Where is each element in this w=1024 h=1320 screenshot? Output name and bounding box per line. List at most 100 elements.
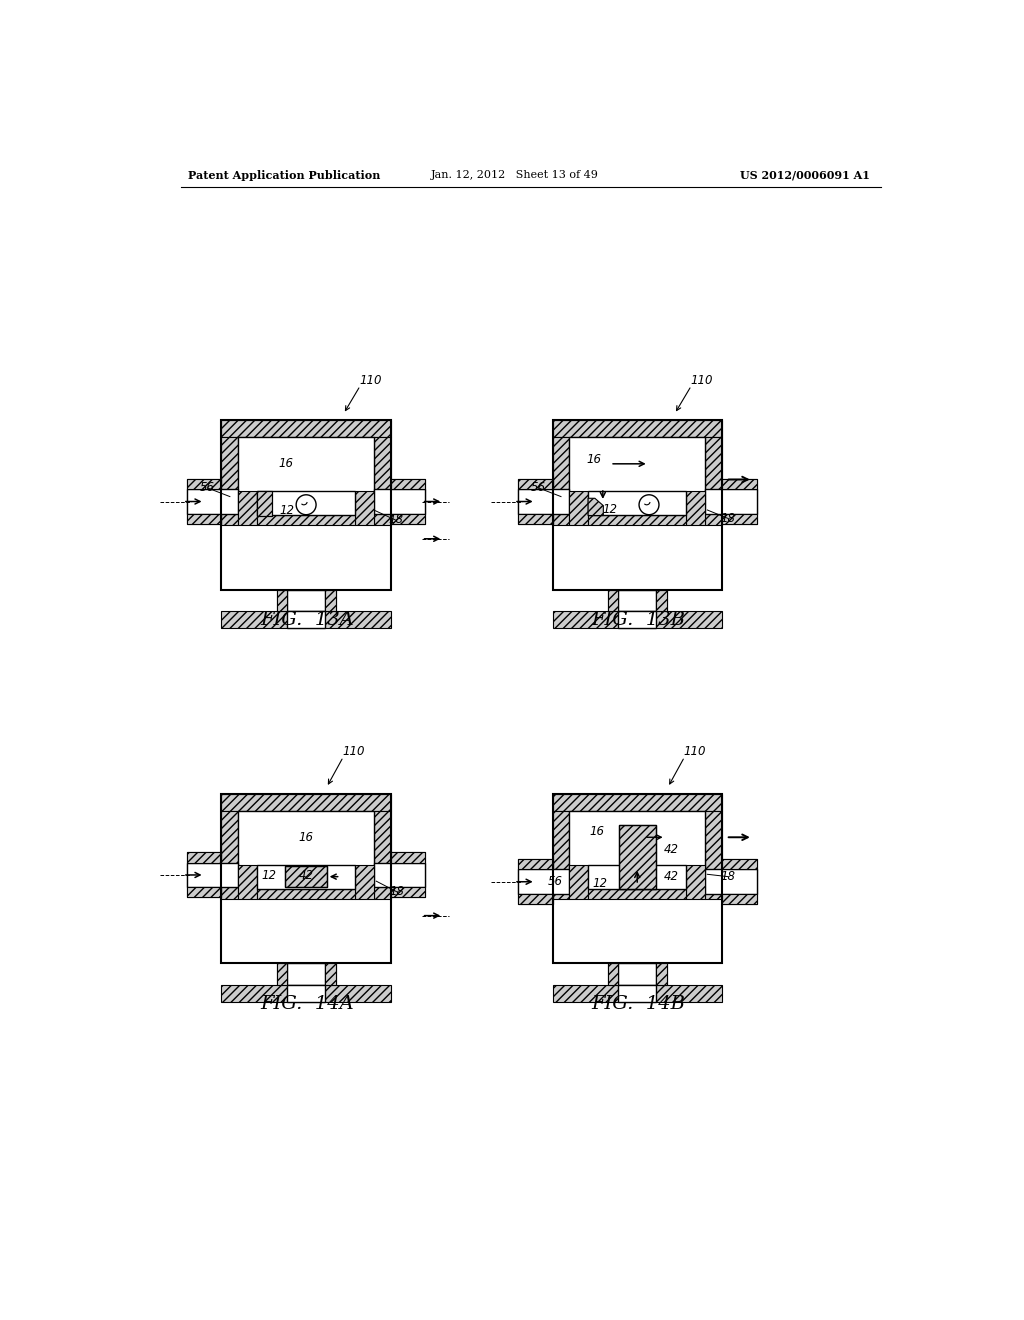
Text: 12: 12 — [602, 503, 617, 516]
Bar — [553, 420, 722, 437]
Bar — [326, 590, 336, 611]
Text: FIG.  13B: FIG. 13B — [592, 611, 686, 630]
Bar — [239, 437, 374, 496]
Bar — [276, 964, 287, 985]
Bar — [588, 491, 686, 515]
Bar — [276, 590, 336, 611]
Text: 42: 42 — [664, 870, 679, 883]
Bar — [588, 515, 686, 525]
Bar — [186, 513, 221, 524]
Bar — [518, 859, 553, 870]
Text: 110: 110 — [342, 744, 365, 758]
Bar — [705, 437, 722, 525]
Bar — [553, 985, 722, 1002]
Text: 18: 18 — [721, 512, 735, 525]
Bar — [569, 810, 705, 870]
Text: 110: 110 — [690, 374, 713, 387]
Bar — [608, 590, 617, 611]
Bar — [186, 479, 221, 490]
Bar — [391, 513, 425, 524]
Bar — [355, 491, 374, 525]
Bar — [257, 888, 355, 899]
Bar — [569, 865, 588, 899]
Text: 16: 16 — [587, 453, 601, 466]
Text: US 2012/0006091 A1: US 2012/0006091 A1 — [740, 170, 869, 181]
Bar — [221, 793, 391, 810]
Bar — [186, 490, 239, 513]
Bar — [722, 859, 757, 870]
Text: 56: 56 — [531, 482, 546, 495]
Bar — [186, 887, 221, 898]
Bar — [722, 894, 757, 904]
Bar — [221, 437, 239, 525]
Bar — [276, 964, 336, 985]
Bar — [705, 490, 757, 513]
Bar — [286, 866, 327, 887]
Bar — [186, 863, 239, 887]
Bar — [391, 479, 425, 524]
Bar — [553, 793, 722, 964]
Text: 16: 16 — [299, 830, 313, 843]
Text: FIG.  14B: FIG. 14B — [592, 995, 686, 1012]
Bar — [257, 515, 355, 525]
Bar — [656, 590, 667, 611]
Text: 18: 18 — [388, 513, 402, 527]
Bar — [391, 887, 425, 898]
Bar — [374, 810, 391, 899]
Bar — [287, 964, 326, 985]
Bar — [722, 859, 757, 904]
Bar — [518, 513, 553, 524]
Bar — [705, 810, 722, 899]
Bar — [569, 491, 588, 525]
Bar — [374, 437, 391, 525]
Text: 16: 16 — [589, 825, 604, 838]
Bar — [391, 853, 425, 863]
Polygon shape — [588, 498, 603, 516]
Text: Jan. 12, 2012   Sheet 13 of 49: Jan. 12, 2012 Sheet 13 of 49 — [431, 170, 599, 181]
Bar — [686, 491, 705, 525]
Text: 12: 12 — [261, 869, 276, 882]
Bar — [257, 491, 272, 516]
Bar — [686, 865, 705, 899]
Text: Patent Application Publication: Patent Application Publication — [188, 170, 381, 181]
Text: 42: 42 — [299, 869, 313, 882]
Bar — [608, 964, 617, 985]
Bar — [553, 793, 722, 810]
Bar — [618, 825, 656, 888]
Bar — [287, 985, 326, 1002]
Text: 12: 12 — [279, 504, 294, 517]
Text: 56: 56 — [200, 482, 215, 495]
Text: 18: 18 — [721, 870, 735, 883]
Bar — [656, 964, 667, 985]
Bar — [239, 810, 374, 870]
Bar — [326, 964, 336, 985]
Text: 16: 16 — [279, 457, 293, 470]
Bar — [239, 491, 257, 525]
Bar — [618, 825, 656, 888]
Bar — [588, 888, 686, 899]
Bar — [553, 810, 569, 899]
Bar — [617, 985, 656, 1002]
Bar — [617, 611, 656, 628]
Bar — [553, 611, 722, 628]
Bar — [186, 479, 221, 524]
Bar — [374, 863, 425, 887]
Bar — [518, 894, 553, 904]
Bar — [518, 870, 569, 894]
Bar — [518, 859, 553, 904]
Bar — [257, 865, 355, 888]
Bar — [722, 479, 757, 524]
Bar — [374, 490, 425, 513]
Bar — [722, 479, 757, 490]
Text: 12: 12 — [593, 878, 607, 890]
Bar — [355, 865, 374, 899]
Circle shape — [296, 495, 316, 515]
Bar — [518, 479, 553, 524]
Bar — [186, 853, 221, 898]
Bar — [221, 420, 391, 590]
Bar — [221, 793, 391, 964]
Text: FIG.  14A: FIG. 14A — [261, 995, 354, 1012]
Text: 110: 110 — [684, 744, 707, 758]
Bar — [553, 420, 722, 590]
Bar — [391, 479, 425, 490]
